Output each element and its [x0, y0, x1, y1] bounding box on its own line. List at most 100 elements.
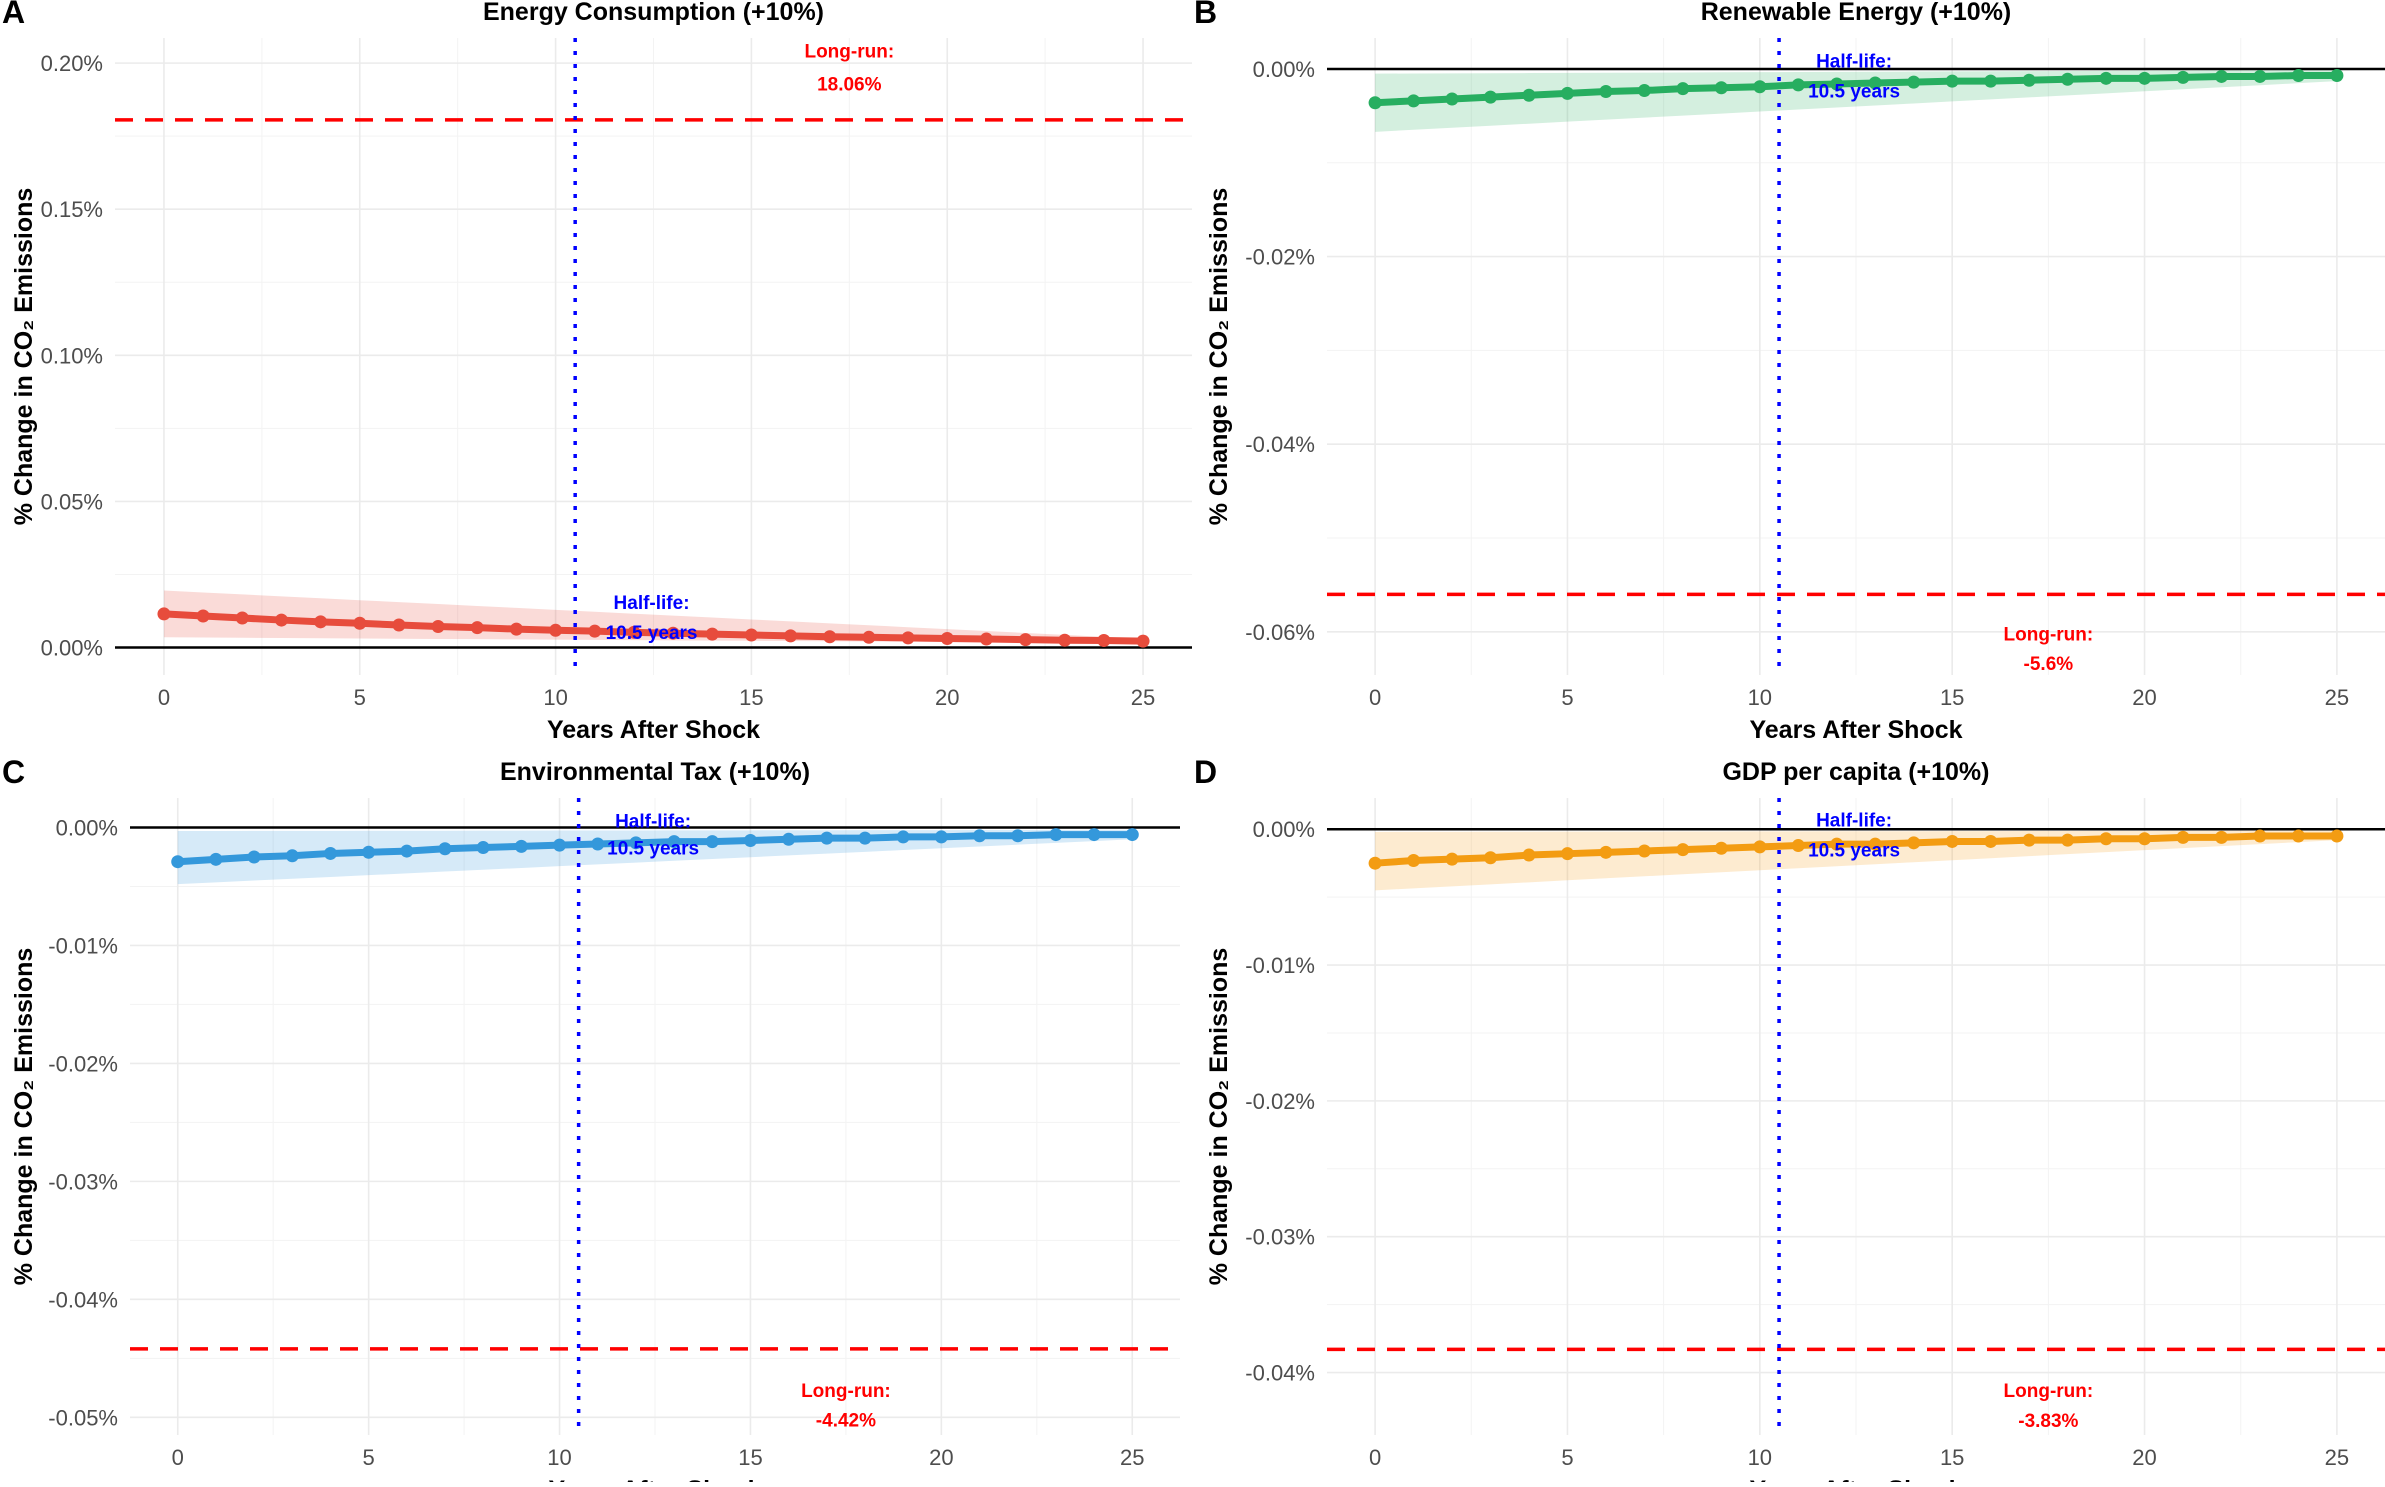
long-run-value: -5.6% [2024, 654, 2074, 675]
data-point [1049, 828, 1063, 842]
panel-a: 0 5 10 15 20 25 0.00% 0.05% 0.10% 0.15% 0.20% Half-… [2, 0, 1192, 744]
data-point [705, 835, 719, 849]
x-tick-label: 5 [363, 1445, 375, 1470]
data-point [1599, 845, 1613, 859]
data-point [1484, 851, 1498, 865]
data-point [862, 630, 876, 644]
y-tick-label: -0.01% [48, 933, 118, 958]
data-point [235, 611, 249, 625]
x-tick-label: 20 [929, 1445, 953, 1470]
data-point [1484, 90, 1498, 104]
data-point [2291, 829, 2305, 843]
data-point [627, 625, 641, 639]
y-tick-label: -0.06% [1245, 620, 1315, 645]
data-point [934, 830, 948, 844]
data-point [667, 835, 681, 849]
x-tick-label: 25 [2325, 1445, 2349, 1470]
y-tick-label: 0.10% [41, 343, 103, 368]
panel-title: Energy Consumption (+10%) [483, 0, 824, 26]
data-point [1714, 841, 1728, 855]
data-point [553, 838, 567, 852]
y-tick-label: 0.00% [1253, 817, 1315, 842]
y-tick-label: 0.00% [1253, 57, 1315, 82]
data-point [476, 841, 490, 855]
x-axis-title: Years After Shock [548, 1476, 761, 1482]
data-point [973, 829, 987, 843]
y-tick-label: -0.03% [1245, 1225, 1315, 1250]
data-point [1830, 77, 1844, 91]
x-axis-title: Years After Shock [1749, 1476, 1962, 1482]
data-point [2176, 70, 2190, 84]
confidence-band [163, 590, 1144, 644]
data-point [2099, 832, 2113, 846]
x-tick-label: 15 [1940, 1445, 1964, 1470]
y-tick-label: 0.00% [41, 636, 103, 661]
data-point [470, 621, 484, 635]
data-point [896, 830, 910, 844]
data-point [666, 626, 680, 640]
data-point [1445, 852, 1459, 866]
x-tick-label: 0 [172, 1445, 184, 1470]
data-point [1791, 78, 1805, 92]
data-point [353, 616, 367, 630]
half-life-value: 10.5 years [607, 839, 699, 860]
data-point [1945, 834, 1959, 848]
y-axis-title: % Change in CO₂ Emissions [1205, 948, 1233, 1286]
x-tick-label: 15 [1940, 685, 1964, 710]
data-point [1058, 633, 1072, 647]
data-point [1868, 837, 1882, 851]
long-run-value: 18.06% [817, 75, 882, 96]
data-point [1676, 82, 1690, 96]
data-point [274, 613, 288, 627]
data-point [1753, 840, 1767, 854]
confidence-band [1375, 69, 2337, 132]
panel-title: Environmental Tax (+10%) [500, 758, 810, 786]
data-point [1637, 844, 1651, 858]
y-tick-label: -0.05% [48, 1405, 118, 1430]
data-point [743, 833, 757, 847]
x-tick-label: 25 [1120, 1445, 1144, 1470]
data-point [549, 623, 563, 637]
data-point [1676, 843, 1690, 857]
x-tick-label: 5 [354, 685, 366, 710]
data-point [940, 631, 954, 645]
data-point [1984, 834, 1998, 848]
y-axis-title: % Change in CO₂ Emissions [1205, 188, 1233, 526]
x-tick-label: 0 [1369, 685, 1381, 710]
data-point [1136, 634, 1150, 648]
data-point [784, 629, 798, 643]
data-point [323, 846, 337, 860]
panel-title: Renewable Energy (+10%) [1701, 0, 2012, 26]
data-point [1714, 81, 1728, 95]
data-point [1907, 75, 1921, 89]
x-tick-label: 0 [158, 685, 170, 710]
data-point [1368, 856, 1382, 870]
x-axis-title: Years After Shock [1749, 716, 1962, 744]
data-point [591, 837, 605, 851]
data-point [1097, 634, 1111, 648]
data-point [2022, 833, 2036, 847]
data-point [2061, 833, 2075, 847]
y-tick-label: -0.04% [48, 1287, 118, 1312]
confidence-band [177, 829, 1133, 885]
x-axis-title: Years After Shock [547, 716, 760, 744]
data-point [1560, 86, 1574, 100]
data-point [823, 630, 837, 644]
x-tick-label: 20 [2132, 1445, 2156, 1470]
x-tick-label: 20 [2132, 685, 2156, 710]
y-axis-title: % Change in CO₂ Emissions [10, 188, 38, 526]
panel-label: C [2, 754, 25, 790]
half-life-label: Half-life: [1816, 52, 1892, 73]
long-run-value: -4.42% [816, 1411, 876, 1432]
half-life-value: 10.5 years [1808, 841, 1900, 862]
data-point [1019, 633, 1033, 647]
data-point [2291, 69, 2305, 83]
y-tick-label: 0.15% [41, 197, 103, 222]
data-point [1637, 84, 1651, 98]
y-tick-label: 0.05% [41, 489, 103, 514]
y-tick-label: -0.02% [1245, 245, 1315, 270]
data-point [1945, 74, 1959, 88]
y-tick-label: 0.20% [41, 51, 103, 76]
data-point [858, 831, 872, 845]
confidence-band [1375, 830, 2337, 891]
